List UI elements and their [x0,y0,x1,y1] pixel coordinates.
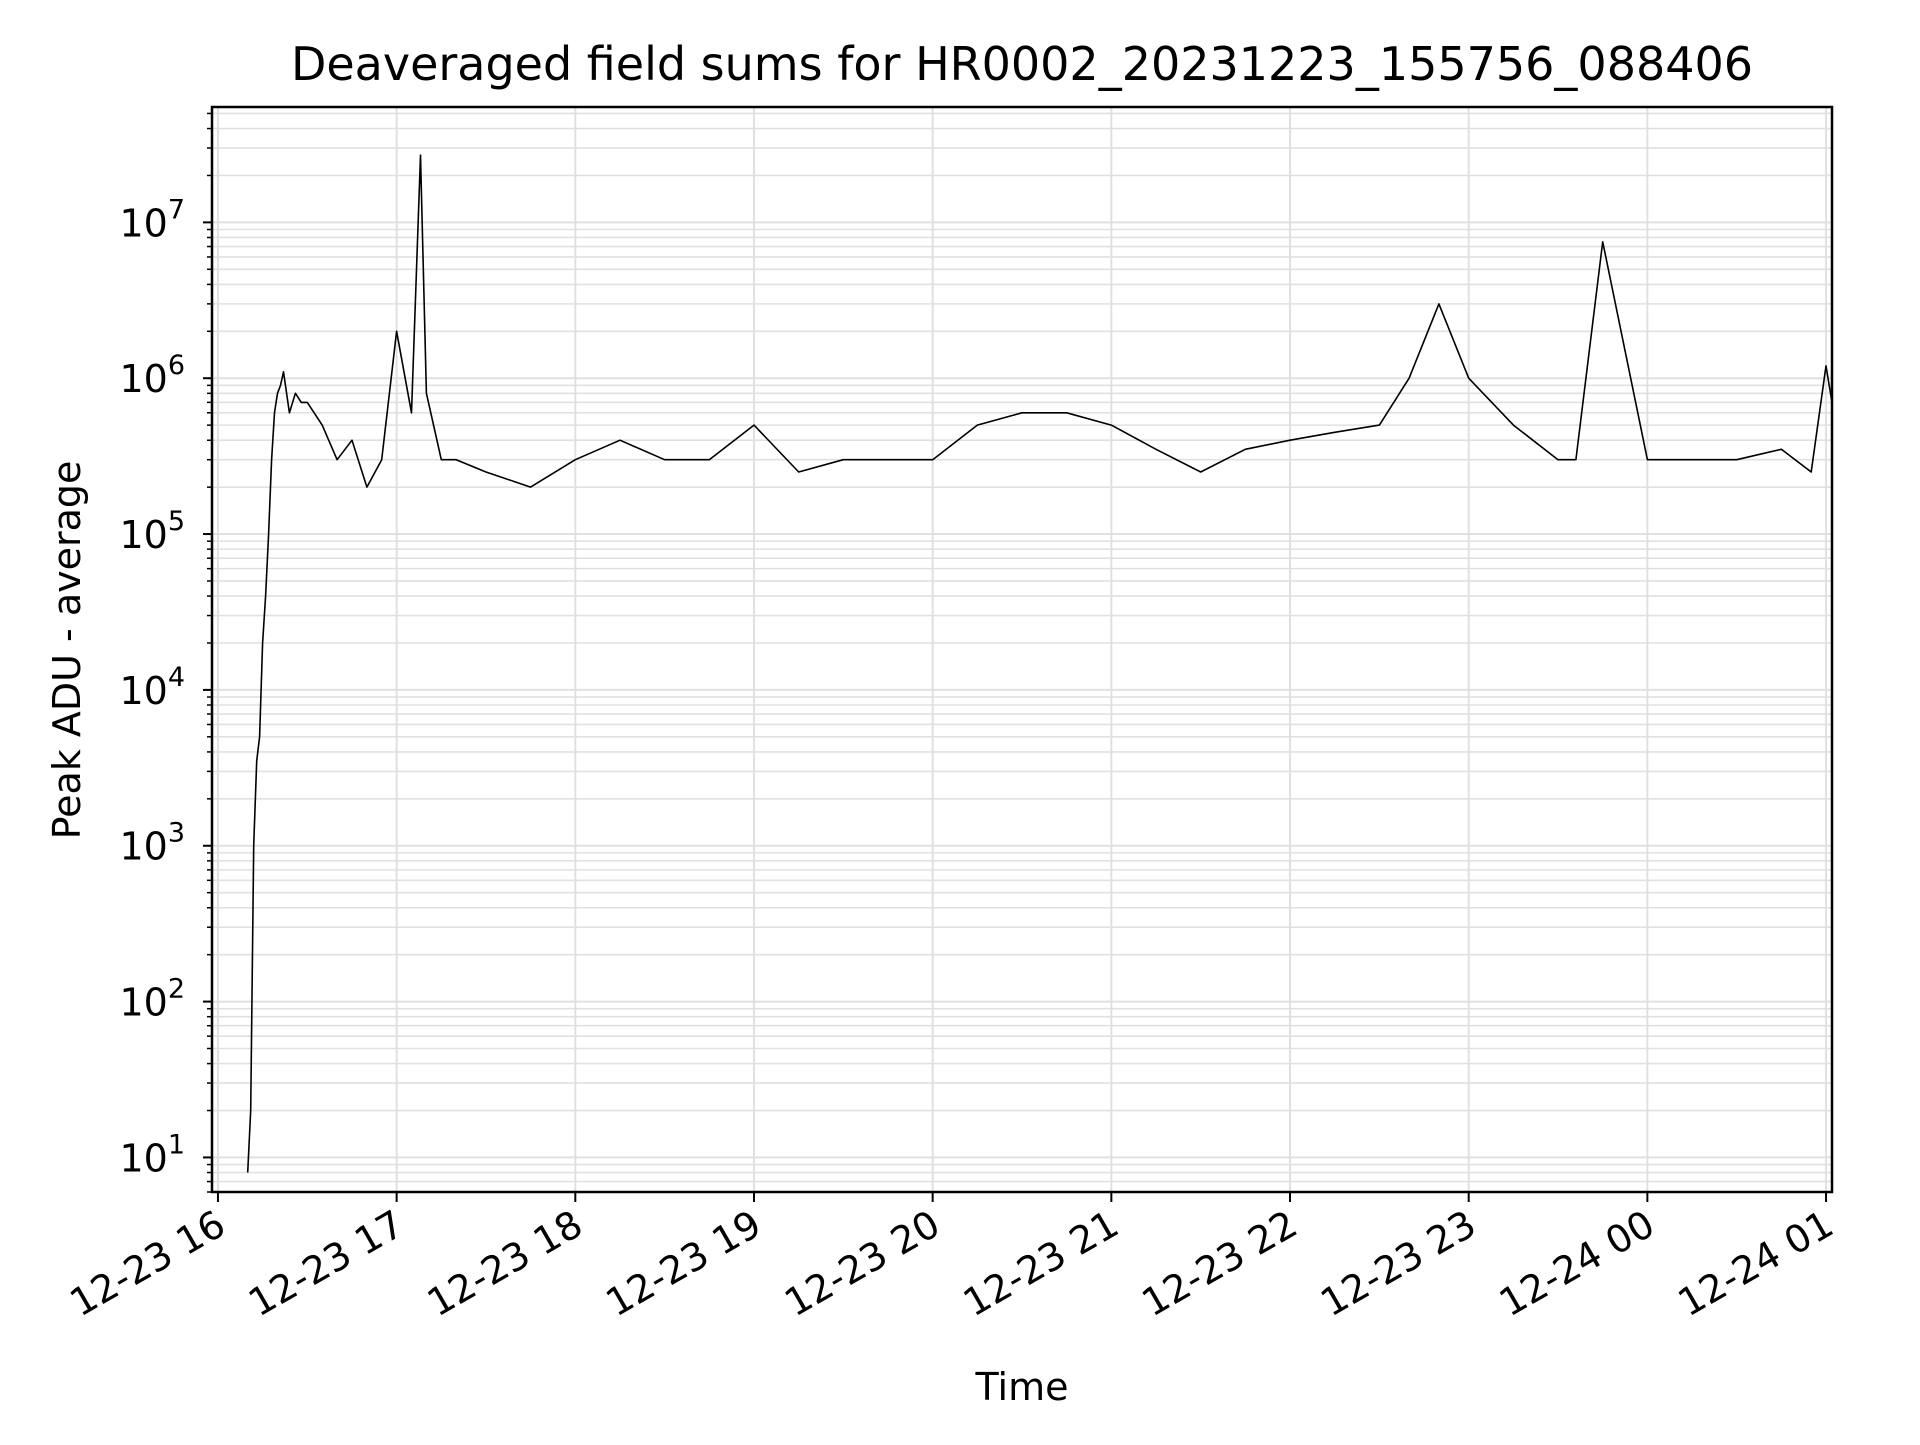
x-tick-label: 12-23 20 [777,1202,947,1326]
x-tick-label: 12-23 19 [599,1202,769,1326]
plot-frame [210,105,1834,1194]
x-tick-label: 12-23 17 [241,1202,411,1326]
x-tick-label: 12-24 00 [1492,1202,1662,1326]
x-tick-label: 12-23 16 [62,1202,232,1326]
x-tick-label: 12-23 21 [956,1202,1126,1326]
grid-layer [212,107,1832,1193]
y-axis-label: Peak ADU - average [45,461,89,840]
y-tick-label: 106 [119,350,185,401]
x-tick-label: 12-23 22 [1135,1202,1305,1326]
y-tick-label: 102 [119,974,185,1025]
x-axis-label: Time [975,1365,1069,1409]
x-tick-label: 12-23 18 [420,1202,590,1326]
y-tick-label: 107 [119,194,185,245]
y-tick-label: 103 [119,818,185,869]
line-layer [246,154,1833,1173]
series-line [246,154,1833,1173]
x-tick-label: 12-24 01 [1671,1202,1841,1326]
x-tick-label: 12-23 23 [1313,1202,1483,1326]
y-tick-label: 101 [119,1129,185,1180]
chart-title: Deaveraged field sums for HR0002_2023122… [291,37,1753,91]
y-tick-label: 104 [119,662,185,713]
y-tick-label: 105 [119,506,185,557]
tick-layer: 12-23 16 12-23 17 12-23 18 12-23 19 12-23 20… [62,112,1841,1326]
